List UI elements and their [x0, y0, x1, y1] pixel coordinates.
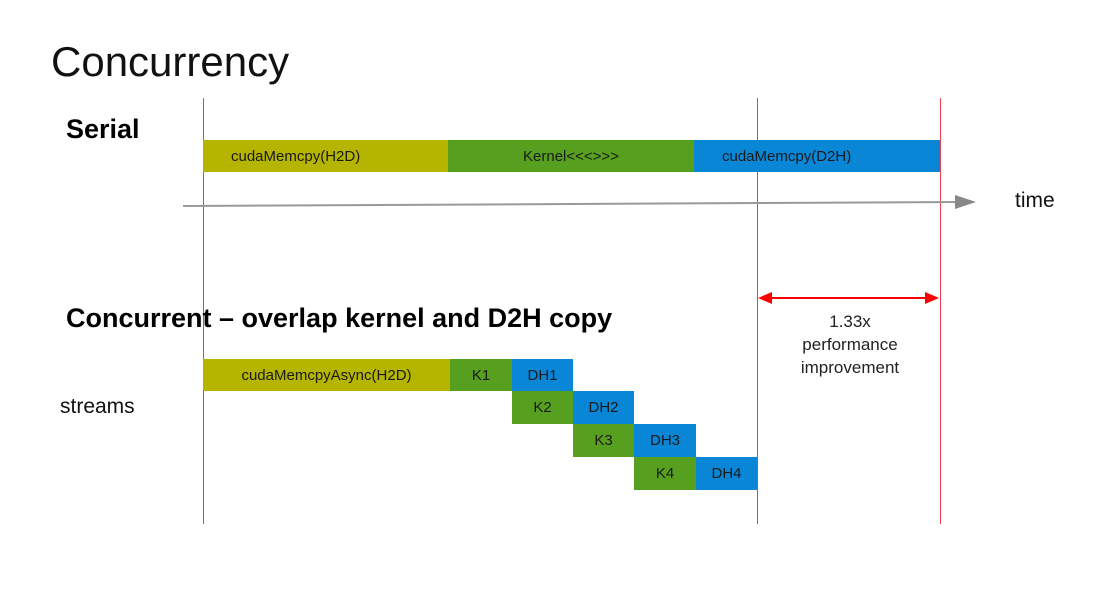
- k4-block: K4: [634, 457, 696, 490]
- concurrent-heading: Concurrent – overlap kernel and D2H copy: [66, 303, 613, 333]
- serial-kernel-block: Kernel<<<>>>: [448, 140, 694, 172]
- k1-block: K1: [450, 359, 512, 391]
- improvement-double-arrow: [758, 292, 939, 304]
- improvement-factor: 1.33x: [829, 312, 871, 331]
- dh2-block: DH2: [573, 391, 634, 424]
- serial-h2d-block: cudaMemcpy(H2D): [203, 140, 448, 172]
- improvement-text-2: improvement: [800, 358, 900, 377]
- k2-block: K2: [512, 391, 573, 424]
- dh3-block: DH3: [634, 424, 696, 457]
- improvement-note: 1.33x performance improvement: [770, 310, 930, 379]
- async-h2d-block: cudaMemcpyAsync(H2D): [203, 359, 450, 391]
- dh1-block: DH1: [512, 359, 573, 391]
- serial-end-marker-line: [940, 98, 941, 524]
- dh4-block: DH4: [696, 457, 757, 490]
- streams-label: streams: [60, 395, 135, 418]
- improvement-text-1: performance: [802, 335, 898, 354]
- serial-heading: Serial: [66, 114, 140, 144]
- slide-title: Concurrency: [51, 38, 290, 85]
- time-label: time: [1015, 189, 1055, 212]
- time-arrow: [182, 195, 976, 209]
- serial-d2h-block: cudaMemcpy(D2H): [694, 140, 940, 172]
- start-marker-line: [203, 98, 204, 524]
- k3-block: K3: [573, 424, 634, 457]
- concurrent-end-marker-line: [757, 98, 758, 524]
